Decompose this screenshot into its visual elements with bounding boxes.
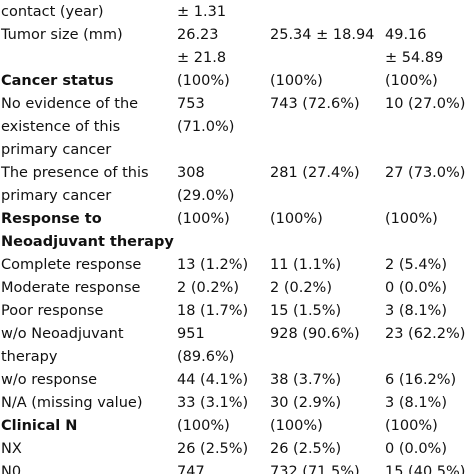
cell: ± 54.89 (385, 50, 443, 66)
cell: 753 (177, 96, 205, 112)
row-label: therapy (1, 349, 58, 365)
cell: 951 (177, 326, 205, 342)
cell: 0 (0.0%) (385, 441, 447, 457)
cell: 25.34 ± 18.94 (270, 27, 374, 43)
cell: (71.0%) (177, 119, 234, 135)
cell: ± 21.8 (177, 50, 226, 66)
cell: 26 (2.5%) (270, 441, 341, 457)
cell: 6 (16.2%) (385, 372, 456, 388)
row-label: Complete response (1, 257, 141, 273)
cell: (100%) (270, 73, 323, 89)
row-label: Poor response (1, 303, 103, 319)
row-label: Clinical N (1, 418, 77, 434)
cell: 3 (8.1%) (385, 303, 447, 319)
cell: 15 (1.5%) (270, 303, 341, 319)
cell: 2 (5.4%) (385, 257, 447, 273)
cell: 15 (40.5%) (385, 464, 465, 474)
row-label: N/A (missing value) (1, 395, 142, 411)
row-label: NX (1, 441, 22, 457)
cell: ± 1.31 (177, 4, 226, 20)
cell: 13 (1.2%) (177, 257, 248, 273)
cell: 26.23 (177, 27, 219, 43)
cell: 30 (2.9%) (270, 395, 341, 411)
cell: 18 (1.7%) (177, 303, 248, 319)
cell: (100%) (177, 211, 230, 227)
cell: 2 (0.2%) (177, 280, 239, 296)
cell: (100%) (385, 418, 438, 434)
row-label: primary cancer (1, 188, 111, 204)
cell: 2 (0.2%) (270, 280, 332, 296)
cell: 3 (8.1%) (385, 395, 447, 411)
row-label: existence of this (1, 119, 120, 135)
cell: (100%) (177, 418, 230, 434)
row-label: w/o Neoadjuvant (1, 326, 124, 342)
cell: 27 (73.0%) (385, 165, 465, 181)
cell: (100%) (177, 73, 230, 89)
cell: (100%) (385, 73, 438, 89)
row-label: w/o response (1, 372, 97, 388)
row-label: No evidence of the (1, 96, 138, 112)
row-label: Tumor size (mm) (0, 27, 123, 43)
cell: 308 (177, 165, 205, 181)
cell: (29.0%) (177, 188, 234, 204)
cell: 11 (1.1%) (270, 257, 341, 273)
row-label: The presence of this (0, 165, 149, 181)
row-label: primary cancer (1, 142, 111, 158)
cell: 26 (2.5%) (177, 441, 248, 457)
row-label: contact (year) (1, 4, 104, 20)
row-label: N0 (1, 464, 21, 474)
cell: (100%) (270, 418, 323, 434)
cell: 44 (4.1%) (177, 372, 248, 388)
cell: (89.6%) (177, 349, 234, 365)
cell: 732 (71.5%) (270, 464, 360, 474)
cell: 928 (90.6%) (270, 326, 360, 342)
cell: 281 (27.4%) (270, 165, 360, 181)
cell: 747 (177, 464, 205, 474)
cell: 38 (3.7%) (270, 372, 341, 388)
cell: 23 (62.2%) (385, 326, 465, 342)
cell: (100%) (270, 211, 323, 227)
cell: 10 (27.0%) (385, 96, 465, 112)
row-label: Cancer status (1, 73, 114, 89)
cell: 49.16 (385, 27, 427, 43)
row-label: Moderate response (1, 280, 141, 296)
row-label: Neoadjuvant therapy (1, 234, 174, 250)
cell: 743 (72.6%) (270, 96, 360, 112)
row-label: Response to (1, 211, 102, 227)
cell: 0 (0.0%) (385, 280, 447, 296)
cell: (100%) (385, 211, 438, 227)
cell: 33 (3.1%) (177, 395, 248, 411)
